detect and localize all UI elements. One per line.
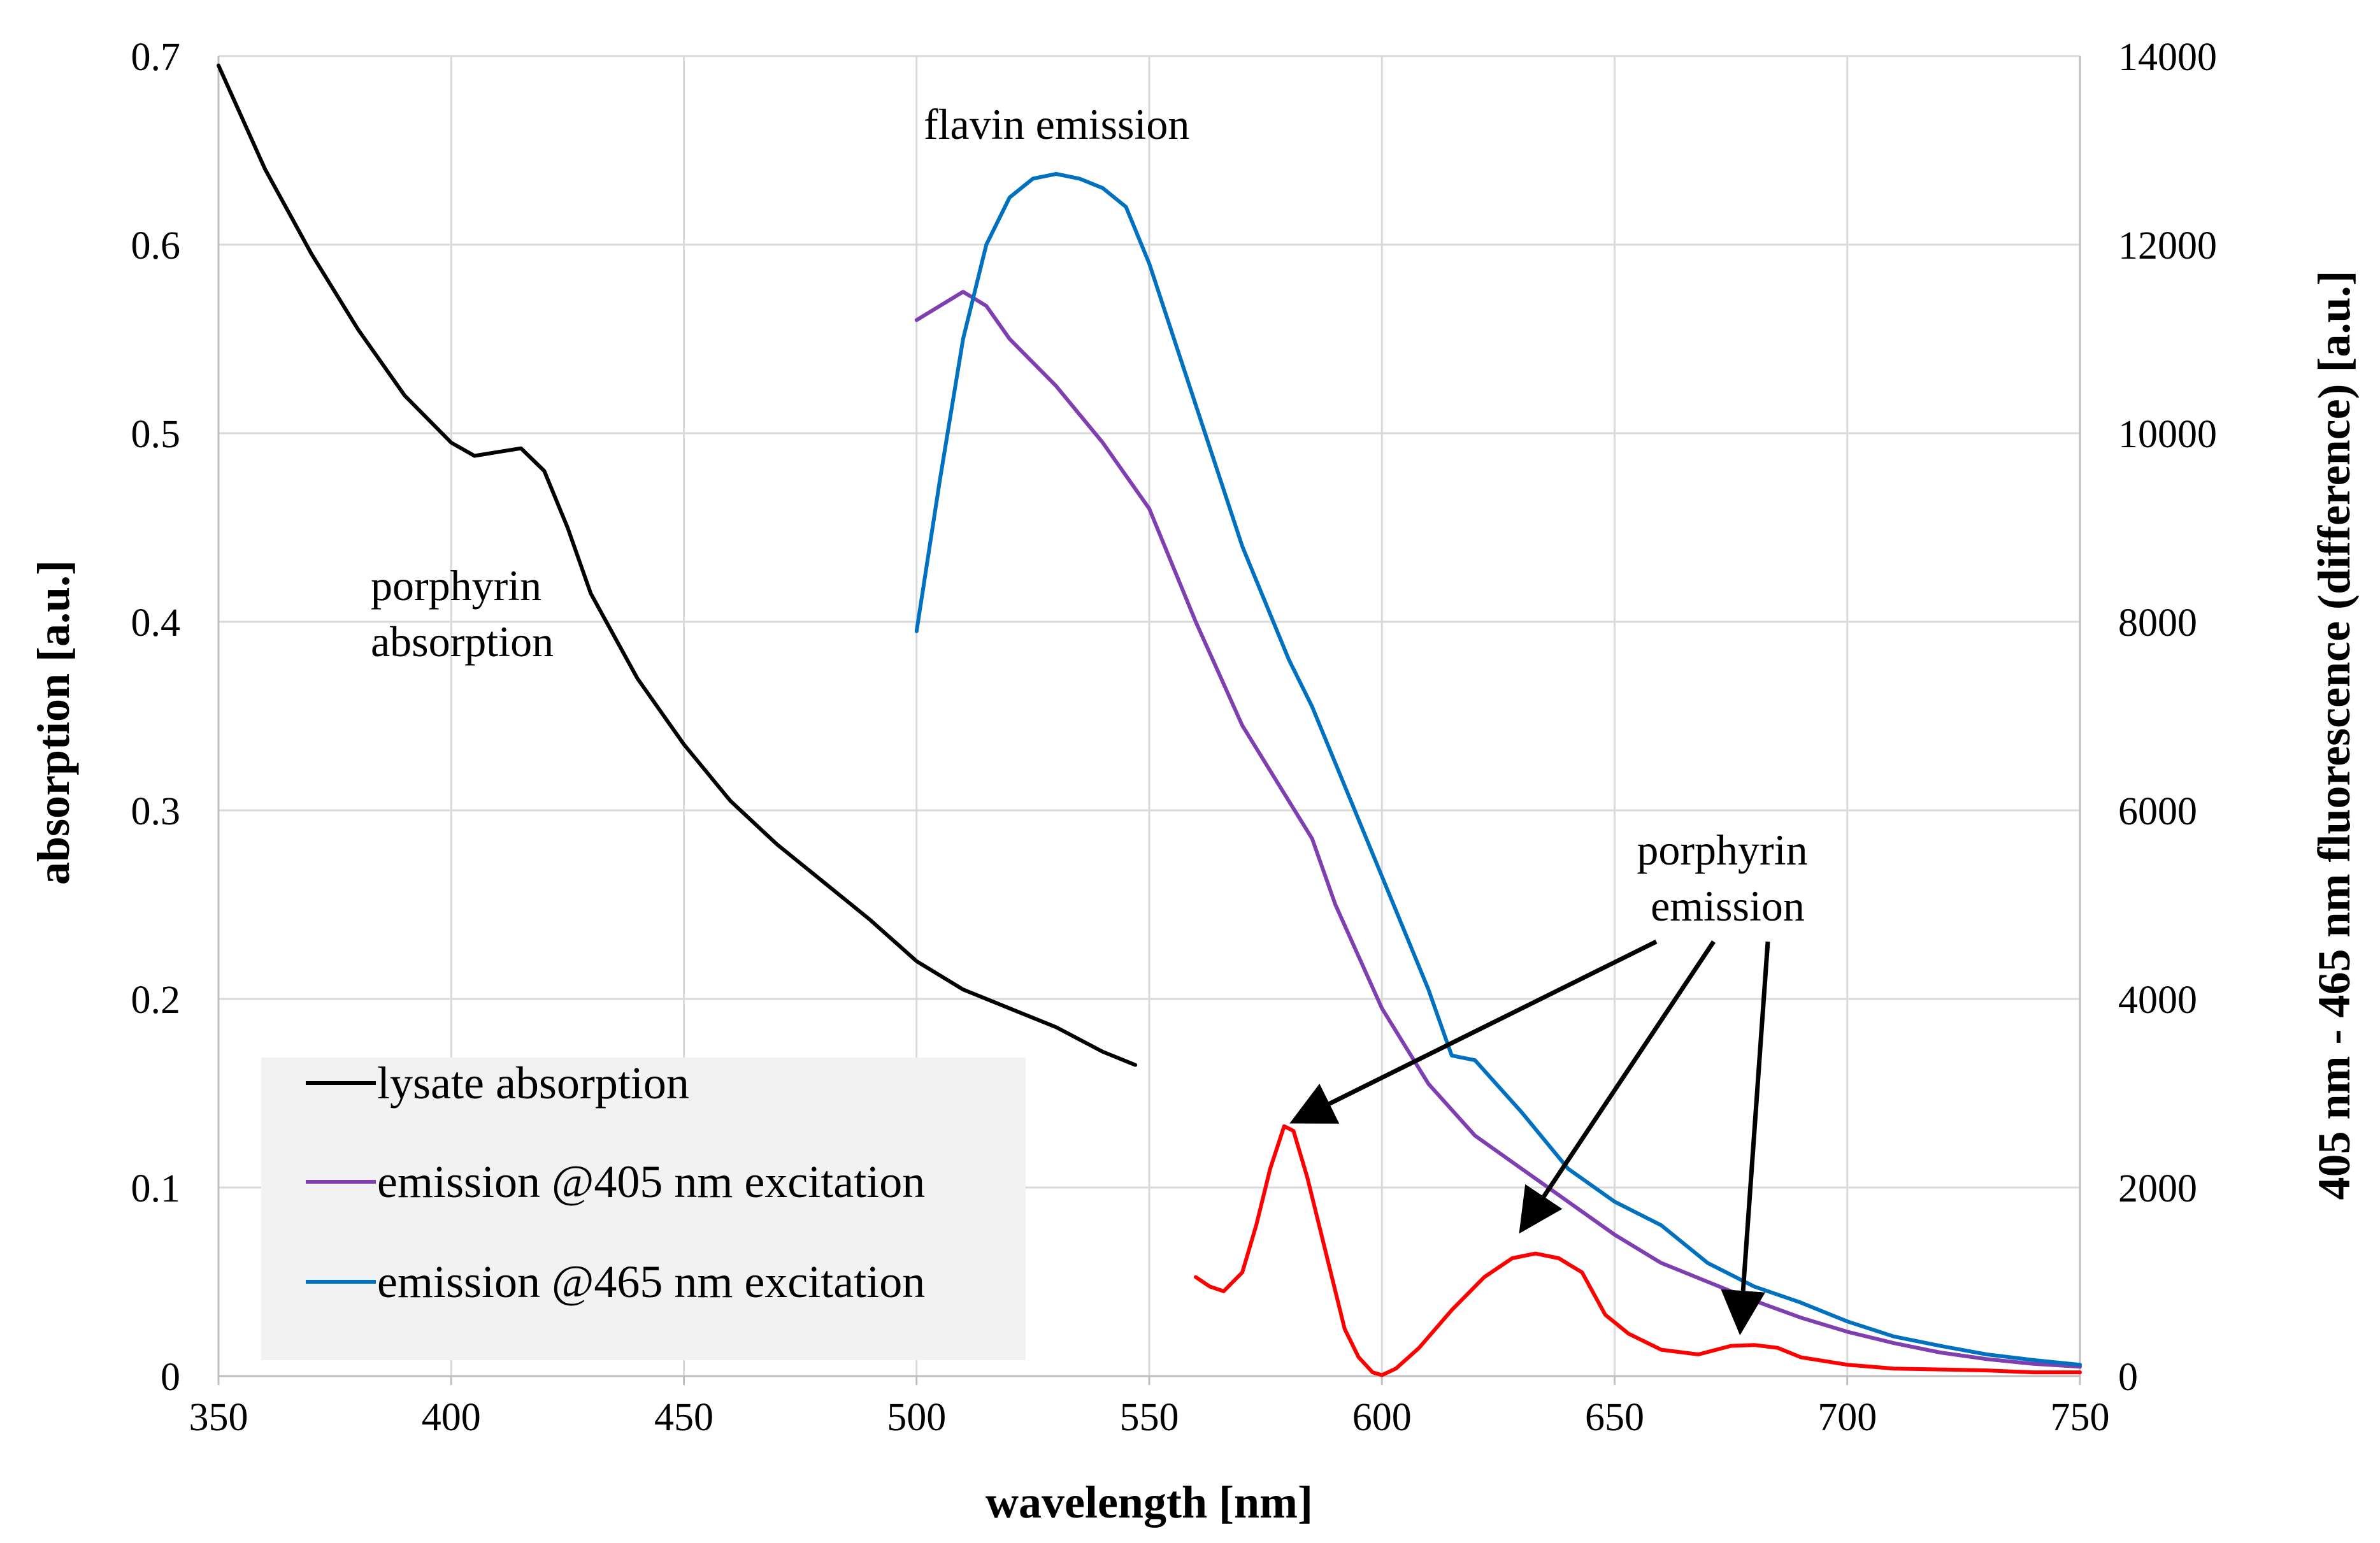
y-right-tick-label: 8000: [2118, 601, 2197, 645]
annotation-porphyrin-emission-line-1: porphyrin: [1637, 826, 1807, 874]
annotations: flavin emission porphyrin absorption por…: [371, 100, 1818, 1335]
tick-labels: 0 0.1 0.2 0.3 0.4 0.5 0.6 0.7 0 2000 4000 6000 8000 1…: [131, 36, 2218, 1439]
y-right-tick-label: 0: [2118, 1356, 2138, 1399]
annotation-arrow: [1519, 940, 1716, 1234]
annotation-porphyrin-absorption-line-2: absorption: [371, 617, 554, 666]
annotation-arrows: [1289, 939, 1770, 1335]
series-line-emission-465-nm-excitation: [914, 172, 2082, 1367]
y-left-tick-label: 0: [161, 1356, 180, 1399]
legend-label-405: emission @405 nm excitation: [377, 1156, 925, 1207]
annotation-porphyrin-emission: porphyrin emission: [1637, 826, 1818, 930]
series-line-405-nm-465-nm-fluorescence-difference: [1194, 1124, 2082, 1377]
x-tick-label: 350: [189, 1396, 248, 1439]
y-right-tick-label: 2000: [2118, 1167, 2197, 1210]
legend-background: [261, 1058, 1026, 1360]
y-right-axis-title: 405 nm - 465 nm fluorescence (difference…: [2309, 270, 2360, 1200]
x-tick-label: 400: [422, 1396, 481, 1439]
y-right-tick-label: 10000: [2118, 413, 2217, 456]
y-left-axis-title: absorption [a.u.]: [28, 560, 79, 885]
x-tick-label: 650: [1585, 1396, 1644, 1439]
y-left-tick-label: 0.7: [131, 36, 181, 79]
x-axis-title: wavelength [nm]: [986, 1477, 1313, 1528]
annotation-porphyrin-emission-line-2: emission: [1651, 882, 1805, 930]
annotation-porphyrin-absorption-line-1: porphyrin: [371, 561, 541, 610]
x-tick-label: 700: [1817, 1396, 1877, 1439]
legend-label-465: emission @465 nm excitation: [377, 1256, 925, 1307]
y-left-tick-label: 0.6: [131, 224, 181, 268]
x-tick-label: 550: [1120, 1396, 1179, 1439]
y-right-tick-label: 6000: [2118, 790, 2197, 833]
y-left-tick-label: 0.3: [131, 790, 181, 833]
y-left-tick-label: 0.5: [131, 413, 181, 456]
annotation-flavin-line-1: flavin emission: [924, 100, 1189, 148]
series-line-lysate-absorption: [217, 63, 1138, 1067]
axes: [217, 56, 2081, 1385]
annotation-arrow: [1721, 941, 1770, 1335]
y-right-tick-label: 14000: [2118, 36, 2217, 79]
x-tick-label: 600: [1352, 1396, 1412, 1439]
x-tick-label: 500: [887, 1396, 946, 1439]
x-tick-label: 450: [654, 1396, 713, 1439]
series-line-emission-405-nm-excitation: [914, 290, 2082, 1369]
y-left-tick-label: 0.1: [131, 1167, 181, 1210]
annotation-porphyrin-absorption: porphyrin absorption: [371, 561, 554, 666]
y-left-tick-label: 0.4: [131, 601, 181, 645]
legend-label-lysate: lysate absorption: [377, 1058, 689, 1109]
legend: lysate absorption emission @405 nm excit…: [261, 1058, 1026, 1360]
y-left-tick-label: 0.2: [131, 979, 181, 1022]
grid-lines: [219, 55, 2080, 1376]
y-right-tick-label: 12000: [2118, 224, 2217, 268]
x-tick-label: 750: [2051, 1396, 2110, 1439]
annotation-flavin-emission: flavin emission: [924, 100, 1189, 148]
series-layer: [217, 63, 2082, 1377]
y-right-tick-label: 4000: [2118, 979, 2197, 1022]
annotation-arrow: [1289, 939, 1658, 1124]
